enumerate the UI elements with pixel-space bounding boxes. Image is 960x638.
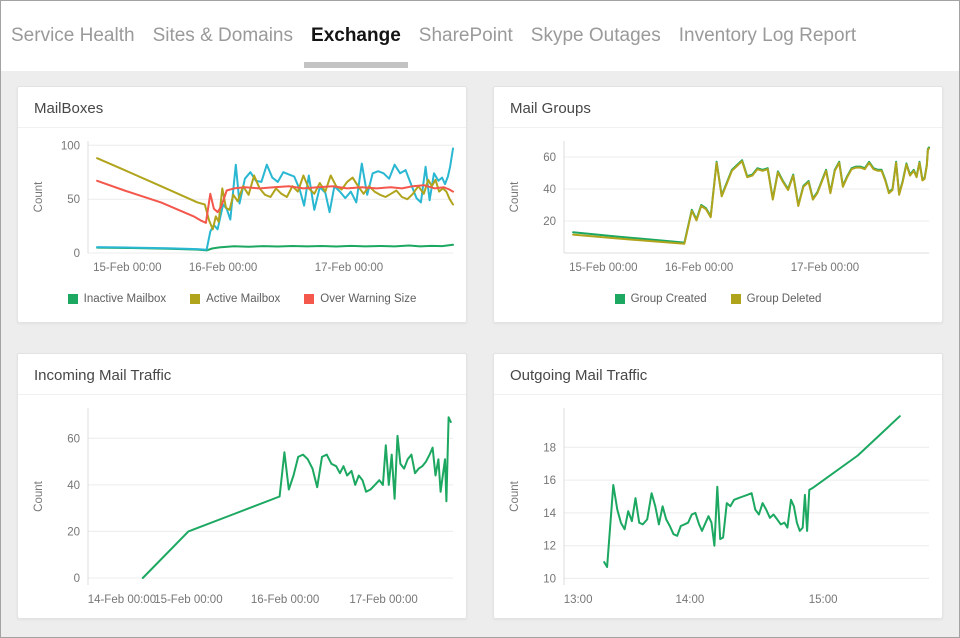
x-tick-label: 15:00: [809, 594, 838, 606]
y-tick-label: 20: [67, 526, 80, 538]
legend-label: Inactive Mailbox: [83, 293, 167, 305]
panel-title-mail-groups: Mail Groups: [494, 87, 942, 128]
legend-swatch-group-deleted: [730, 294, 741, 304]
legend-item-group-deleted[interactable]: Group Deleted: [730, 293, 822, 305]
x-tick-label: 15-Feb 00:00: [154, 594, 222, 606]
panel-incoming-mail-traffic: Incoming Mail Traffic 0 20 40 60 14-Feb 00:00…: [17, 353, 467, 619]
y-tick-label: 18: [543, 442, 556, 454]
y-axis-title: Count: [33, 181, 45, 212]
chart-mail-groups[interactable]: 20 40 60 15-Feb 00:00 16-Feb 00:00 17-Feb 00:…: [494, 128, 942, 286]
chart-outgoing-mail-traffic[interactable]: 10 12 14 16 18 13:00 14:00 15:00 Count: [494, 395, 942, 618]
y-tick-label: 50: [67, 194, 80, 206]
y-axis-title: Count: [33, 480, 45, 511]
chart-svg: 20 40 60 15-Feb 00:00 16-Feb 00:00 17-Feb 00:…: [509, 141, 930, 274]
x-tick-label: 15-Feb 00:00: [93, 262, 161, 274]
x-tick-label: 17-Feb 00:00: [791, 262, 859, 274]
y-tick-label: 40: [67, 480, 80, 492]
panel-mailboxes: MailBoxes 0 50 100 15-Feb 00:00 16-Feb 00:00 1…: [17, 86, 467, 323]
panel-title-mailboxes: MailBoxes: [18, 87, 466, 128]
chart-mailboxes[interactable]: 0 50 100 15-Feb 00:00 16-Feb 00:00 17-Feb 00:…: [18, 128, 466, 286]
y-tick-label: 12: [543, 541, 556, 553]
series-line-active-mailbox[interactable]: [96, 157, 454, 231]
panel-title-incoming-mail-traffic: Incoming Mail Traffic: [18, 354, 466, 395]
legend-swatch-active-mailbox: [190, 294, 201, 304]
x-tick-label: 13:00: [564, 594, 593, 606]
legend-item-inactive-mailbox[interactable]: Inactive Mailbox: [67, 293, 167, 305]
legend-mailboxes: Inactive Mailbox Active Mailbox Over Warni…: [18, 286, 466, 322]
panel-outgoing-mail-traffic: Outgoing Mail Traffic 10 12 14 16 18 13:00 14:0…: [493, 353, 943, 619]
legend-label: Group Created: [630, 293, 707, 305]
x-tick-label: 16-Feb 00:00: [189, 262, 257, 274]
x-tick-label: 15-Feb 00:00: [569, 262, 637, 274]
legend-mail-groups: Group Created Group Deleted: [494, 286, 942, 322]
series-line-group-created[interactable]: [572, 146, 930, 244]
tab-sites-domains[interactable]: Sites & Domains: [152, 25, 294, 46]
y-axis-title: Count: [509, 181, 521, 212]
legend-label: Group Deleted: [746, 293, 822, 305]
x-tick-label: 14:00: [676, 594, 705, 606]
series-line-group-deleted[interactable]: [572, 147, 930, 245]
dashboard-content: MailBoxes 0 50 100 15-Feb 00:00 16-Feb 00:00 1…: [1, 71, 959, 619]
x-tick-label: 14-Feb 00:00: [88, 594, 156, 606]
legend-swatch-over-warning-size: [304, 294, 315, 304]
legend-item-over-warning-size[interactable]: Over Warning Size: [304, 293, 416, 305]
tab-inventory-log-report[interactable]: Inventory Log Report: [678, 25, 857, 46]
series-line-series[interactable]: [96, 147, 454, 251]
y-tick-label: 40: [543, 184, 556, 196]
series-line-incoming-mail[interactable]: [141, 416, 452, 579]
legend-swatch-group-created: [614, 294, 625, 304]
tab-skype-outages[interactable]: Skype Outages: [530, 25, 661, 46]
y-tick-label: 60: [67, 433, 80, 445]
legend-label: Over Warning Size: [320, 293, 417, 305]
panel-title-outgoing-mail-traffic: Outgoing Mail Traffic: [494, 354, 942, 395]
legend-swatch-inactive-mailbox: [67, 294, 78, 304]
y-tick-label: 16: [543, 475, 556, 487]
y-tick-label: 20: [543, 216, 556, 228]
tab-exchange[interactable]: Exchange: [302, 1, 410, 71]
x-tick-label: 16-Feb 00:00: [665, 262, 733, 274]
y-tick-label: 14: [543, 508, 556, 520]
y-tick-label: 100: [61, 140, 80, 152]
chart-svg: 0 50 100 15-Feb 00:00 16-Feb 00:00 17-Feb 00:…: [33, 140, 454, 274]
y-tick-label: 0: [74, 573, 80, 585]
legend-item-active-mailbox[interactable]: Active Mailbox: [190, 293, 280, 305]
x-tick-label: 16-Feb 00:00: [251, 594, 319, 606]
y-tick-label: 10: [543, 573, 556, 585]
panel-mail-groups: Mail Groups 20 40 60 15-Feb 00:00 16-Feb 00:0…: [493, 86, 943, 323]
chart-incoming-mail-traffic[interactable]: 0 20 40 60 14-Feb 00:00 15-Feb 00:00 16-Feb 00…: [18, 395, 466, 618]
y-tick-label: 0: [74, 248, 80, 260]
y-axis-title: Count: [509, 480, 521, 511]
series-line-outgoing-mail[interactable]: [603, 415, 901, 568]
tab-service-health[interactable]: Service Health: [11, 25, 135, 46]
chart-svg: 10 12 14 16 18 13:00 14:00 15:00 Count: [509, 408, 929, 606]
y-tick-label: 60: [543, 152, 556, 164]
legend-item-group-created[interactable]: Group Created: [614, 293, 707, 305]
series-line-over-warning-size[interactable]: [96, 179, 454, 224]
tab-sharepoint[interactable]: SharePoint: [418, 25, 513, 46]
legend-label: Active Mailbox: [206, 293, 281, 305]
tab-bar: Service Health Sites & Domains Exchange Sha…: [1, 1, 959, 71]
x-tick-label: 17-Feb 00:00: [315, 262, 383, 274]
x-tick-label: 17-Feb 00:00: [349, 594, 417, 606]
